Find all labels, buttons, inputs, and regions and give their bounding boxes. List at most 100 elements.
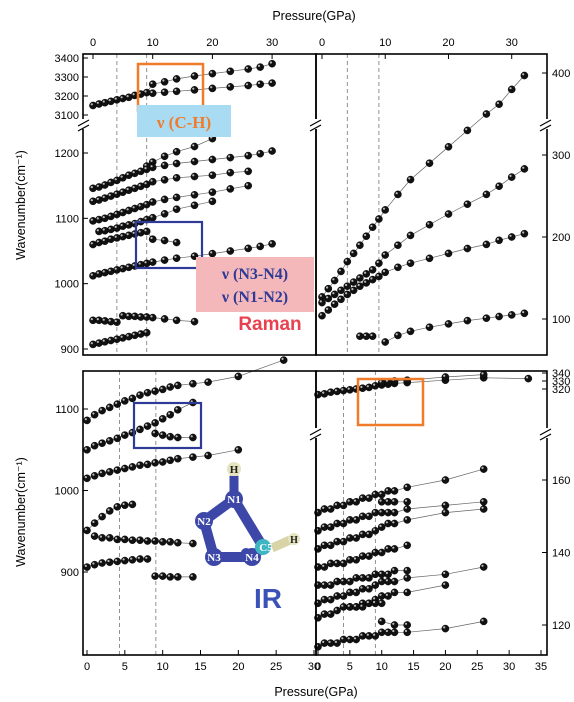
raman-right-point xyxy=(381,251,390,259)
wavenumber-top-label: Wavenumber(cm⁻¹) xyxy=(14,150,28,260)
ir-right-point-highlight xyxy=(360,513,363,517)
raman-right-point xyxy=(463,316,472,325)
ir-right-point-highlight xyxy=(385,510,388,513)
raman-right-point-highlight xyxy=(319,313,322,316)
raman-right-y-tick-label: 100 xyxy=(552,314,570,326)
raman-right-point-highlight xyxy=(395,333,398,336)
raman-left-point xyxy=(172,238,181,247)
raman-left-y-tick-label: 1100 xyxy=(55,213,79,225)
ir-right-point xyxy=(365,574,373,582)
ir-right-point xyxy=(352,516,361,524)
raman-left-point-highlight xyxy=(96,318,99,321)
ir-left-point xyxy=(90,519,99,527)
ir-right-y-tick-label: 120 xyxy=(552,620,570,632)
raman-right-point xyxy=(375,259,383,268)
ir-left-y-tick-label: 1100 xyxy=(55,404,79,416)
ir-right-point-highlight xyxy=(360,532,363,535)
ir-right-point xyxy=(326,595,335,604)
ir-right-point-highlight xyxy=(481,372,484,375)
ir-right-point-highlight xyxy=(379,579,382,582)
raman-right-point-highlight xyxy=(522,73,525,76)
ir-right-point-highlight xyxy=(385,488,388,491)
ir-right-point-highlight xyxy=(347,557,350,560)
ir-left-point-highlight xyxy=(236,447,239,450)
ir-right-point-highlight xyxy=(353,637,357,640)
raman-left-point-highlight xyxy=(126,314,129,317)
ir-right-point xyxy=(390,577,399,586)
ir-left-point-highlight xyxy=(115,504,118,507)
ir-right-point xyxy=(326,581,335,589)
raman-left-point-highlight xyxy=(245,183,249,186)
raman-left-point xyxy=(208,171,217,179)
n1n2-mode-label: ν (N1-N2) xyxy=(221,289,288,306)
ir-left-point xyxy=(151,572,159,580)
ir-right-point xyxy=(352,635,361,644)
ir-right-point xyxy=(358,530,367,539)
ir-right-point-highlight xyxy=(392,590,395,593)
atom-n1: N1 xyxy=(227,494,240,506)
ir-left-point xyxy=(166,383,174,391)
raman-left-point-highlight xyxy=(96,184,99,187)
raman-left-point-highlight xyxy=(162,238,165,241)
raman-left-point xyxy=(148,163,157,172)
ir-right-point-highlight xyxy=(366,586,369,589)
ir-right-frame xyxy=(315,370,548,656)
raman-left-point-highlight xyxy=(90,186,93,189)
ir-left-point-highlight xyxy=(145,462,148,465)
ir-right-point-highlight xyxy=(366,385,369,388)
ir-right-point xyxy=(358,384,367,393)
raman-left-point-highlight xyxy=(192,87,195,90)
ir-right-point xyxy=(377,592,386,600)
raman-right-point-highlight xyxy=(522,311,525,314)
ir-right-point-highlight xyxy=(366,495,369,498)
ir-left-point xyxy=(90,560,99,569)
raman-left-point xyxy=(208,84,217,93)
raman-left-point-highlight xyxy=(90,199,93,202)
raman-right-point-highlight xyxy=(427,160,430,164)
ir-left-point-highlight xyxy=(175,383,178,386)
raman-right-x-tick-label: 30 xyxy=(506,37,518,49)
raman-right-point-highlight xyxy=(345,259,348,262)
raman-left-point xyxy=(244,81,252,90)
raman-right-point-highlight xyxy=(509,174,512,177)
ir-left-point xyxy=(90,532,99,540)
ir-left-point-highlight xyxy=(160,573,163,577)
raman-right-point-highlight xyxy=(484,242,487,245)
ir-right-point xyxy=(403,497,412,506)
raman-left-point-highlight xyxy=(132,333,135,336)
ir-right-point xyxy=(390,508,399,517)
ir-left-point-highlight xyxy=(152,460,155,463)
ir-right-point xyxy=(333,519,341,528)
raman-right-point xyxy=(406,175,415,184)
raman-right-point-highlight xyxy=(496,183,499,187)
raman-left-point-highlight xyxy=(126,172,129,176)
raman-right-point xyxy=(337,286,345,295)
raman-right-point-highlight xyxy=(351,288,354,291)
raman-left-point-highlight xyxy=(108,193,111,196)
raman-left-point-highlight xyxy=(162,316,165,319)
ir-left-point xyxy=(83,445,91,454)
raman-left-point xyxy=(148,198,157,206)
raman-left-point xyxy=(256,242,265,251)
raman-left-point-highlight xyxy=(90,242,93,245)
raman-left-point xyxy=(148,235,157,243)
ir-right-point xyxy=(358,632,367,640)
ir-right-point-highlight xyxy=(443,510,446,513)
raman-left-point xyxy=(256,149,265,158)
ir-left-point-highlight xyxy=(160,387,163,390)
ir-left-point xyxy=(128,556,137,564)
ir-left-point-highlight xyxy=(152,388,155,391)
raman-right-point xyxy=(507,233,516,241)
ir-left-point-highlight xyxy=(107,508,110,511)
ir-left-point-highlight xyxy=(92,533,95,537)
ir-left-point-highlight xyxy=(99,535,102,538)
ir-right-point xyxy=(358,512,367,521)
ir-left-point-highlight xyxy=(175,540,178,543)
raman-right-point xyxy=(324,284,333,293)
raman-left-point-highlight xyxy=(269,80,272,83)
ir-left-point xyxy=(136,461,144,470)
ir-right-point-highlight xyxy=(481,466,484,469)
ir-right-point-highlight xyxy=(481,499,484,502)
ir-right-point-highlight xyxy=(373,582,376,586)
ir-right-point-highlight xyxy=(347,387,350,390)
